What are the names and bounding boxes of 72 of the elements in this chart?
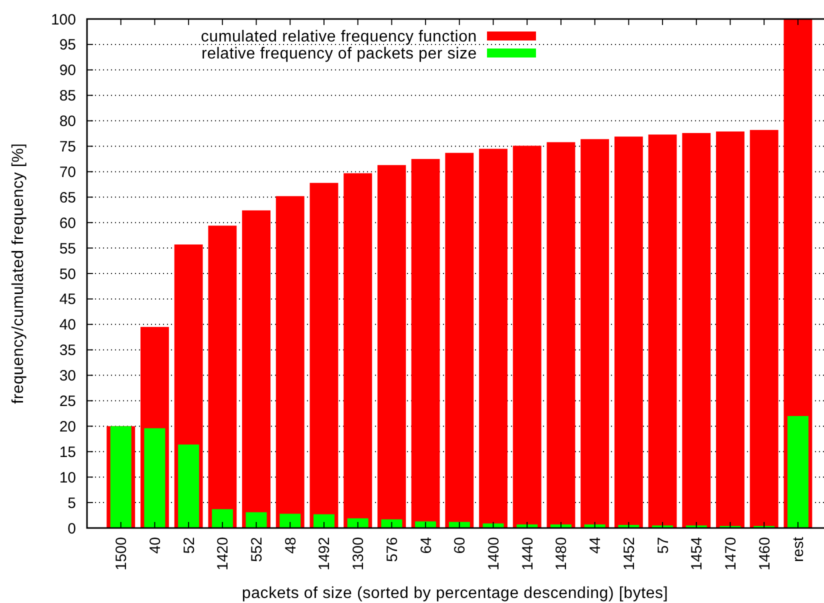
- y-tick-label: 20: [59, 418, 76, 436]
- legend-label: cumulated relative frequency function: [200, 28, 477, 46]
- x-tick-label: 1400: [486, 537, 503, 570]
- x-tick-label: 1480: [553, 537, 570, 570]
- x-tick-label: 552: [248, 537, 266, 562]
- x-tick-label: 1420: [214, 537, 232, 570]
- bar: [280, 514, 301, 528]
- bar: [716, 131, 744, 528]
- y-tick-label: 85: [59, 88, 76, 105]
- y-tick-label: 35: [59, 342, 76, 360]
- bar: [682, 133, 711, 528]
- bar: [546, 142, 576, 528]
- x-tick-label: 1500: [113, 537, 130, 570]
- bar: [246, 512, 267, 528]
- bar: [347, 518, 368, 528]
- x-tick-label: 1454: [688, 537, 706, 570]
- legend-label: relative frequency of packets per size: [201, 46, 477, 63]
- bar: [313, 514, 334, 528]
- y-tick-label: 5: [68, 494, 76, 512]
- y-tick-label: 95: [59, 36, 76, 54]
- x-tick-label: 576: [384, 537, 401, 562]
- y-tick-label: 25: [59, 393, 76, 410]
- y-axis-title: frequency/cumulated frequency [%]: [10, 143, 27, 404]
- y-tick-label: 60: [59, 214, 76, 232]
- x-tick-label: 1470: [722, 537, 740, 570]
- x-tick-label: 40: [146, 537, 164, 554]
- y-tick-label: 0: [68, 520, 76, 538]
- y-tick-label: 100: [50, 11, 76, 28]
- x-tick-label: 52: [180, 537, 198, 554]
- bar: [411, 158, 440, 528]
- bar: [377, 165, 406, 528]
- x-tick-label: 1300: [350, 537, 368, 570]
- bar: [212, 509, 233, 528]
- bar: [648, 134, 677, 528]
- x-axis-title: packets of size (sorted by percentage descending) [bytes]: [242, 585, 668, 602]
- bar: [276, 196, 304, 528]
- y-tick-label: 65: [59, 189, 76, 206]
- y-tick-label: 75: [59, 138, 76, 156]
- bar: [445, 152, 474, 528]
- bar: [178, 444, 200, 528]
- y-tick-label: 90: [59, 62, 76, 80]
- y-tick-label: 50: [59, 266, 76, 283]
- bar: [310, 182, 338, 528]
- x-tick-label: 57: [654, 537, 672, 554]
- x-tick-label: 60: [452, 537, 469, 554]
- x-tick-label: 1440: [519, 537, 536, 570]
- bar: [479, 148, 508, 528]
- bar: [614, 136, 643, 528]
- bar: [512, 146, 542, 528]
- y-tick-label: 40: [59, 316, 76, 334]
- bar: [110, 426, 132, 528]
- x-tick-label: 1492: [316, 537, 334, 570]
- bar: [344, 173, 372, 528]
- bar: [144, 428, 166, 528]
- bar: [787, 416, 808, 528]
- x-tick-label: 1452: [620, 537, 638, 570]
- bar: [208, 226, 237, 528]
- bar: [242, 210, 270, 528]
- y-tick-label: 30: [59, 368, 76, 385]
- x-tick-label: 44: [587, 537, 604, 554]
- x-tick-label: 1460: [756, 537, 774, 570]
- x-tick-label: 64: [418, 537, 435, 554]
- y-tick-label: 10: [59, 469, 76, 486]
- x-tick-label: 48: [282, 537, 300, 554]
- y-tick-label: 70: [59, 164, 76, 181]
- y-tick-label: 15: [59, 444, 76, 461]
- bar: [750, 130, 778, 528]
- x-tick-label: rest: [790, 536, 808, 562]
- y-tick-label: 45: [59, 291, 76, 308]
- bar: [580, 139, 610, 528]
- y-tick-label: 80: [59, 113, 76, 130]
- y-tick-label: 55: [59, 240, 76, 258]
